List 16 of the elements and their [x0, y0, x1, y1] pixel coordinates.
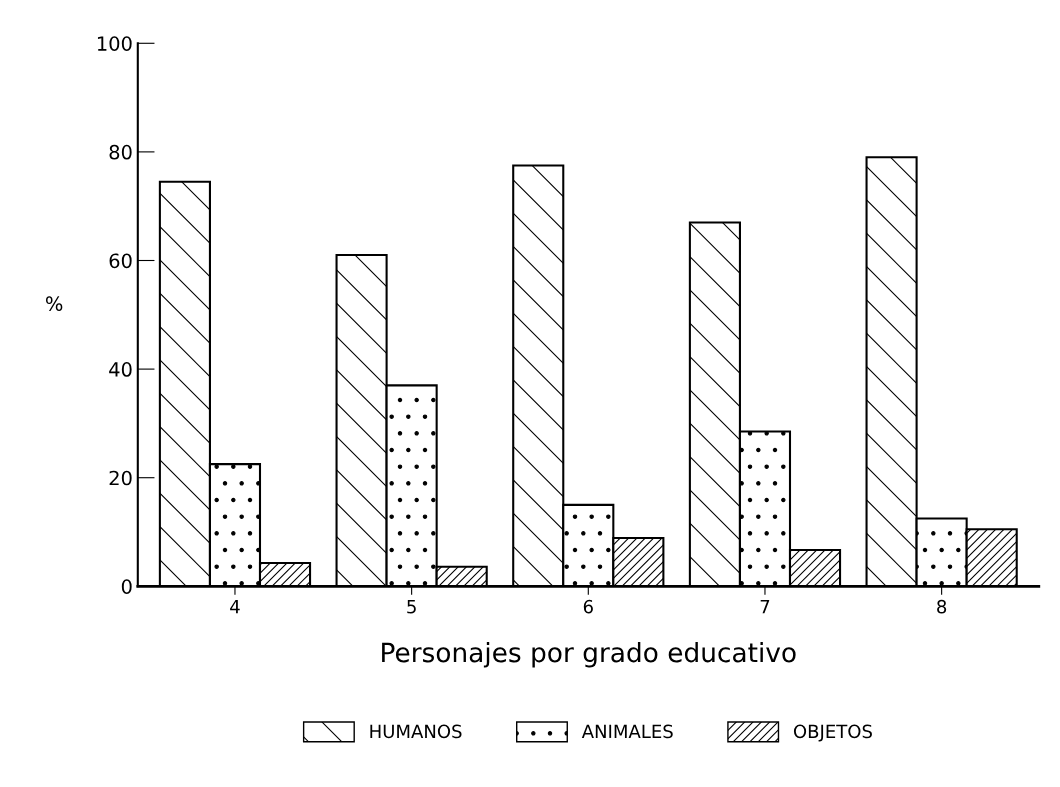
y-axis-title: %	[45, 296, 63, 312]
x-tick-label: 8	[937, 599, 947, 614]
y-tick-label: 0	[121, 579, 132, 594]
y-tick-label: 100	[97, 36, 132, 51]
x-tick-label: 5	[407, 600, 416, 614]
y-tick-label: 40	[109, 362, 132, 377]
x-axis-title: Personajes por grado educativo	[382, 641, 796, 668]
y-tick-label: 60	[109, 253, 132, 269]
x-tick-label: 4	[230, 600, 240, 614]
y-tick-label: 20	[109, 470, 132, 486]
legend-label: OBJETOS	[793, 724, 872, 742]
y-tick-label: 80	[109, 144, 132, 160]
legend-label: ANIMALES	[581, 724, 673, 739]
x-tick-label: 7	[760, 600, 770, 614]
legend-label: HUMANOS	[370, 724, 462, 739]
x-tick-label: 6	[583, 599, 593, 614]
